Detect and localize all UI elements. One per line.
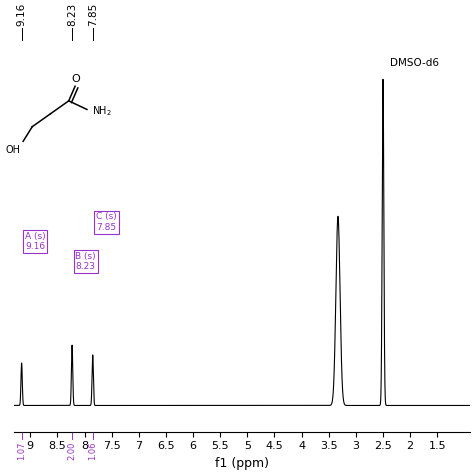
X-axis label: f1 (ppm): f1 (ppm)	[215, 457, 269, 470]
Text: 1.07: 1.07	[17, 441, 26, 460]
Text: 8.23: 8.23	[67, 3, 77, 27]
Text: 7.85: 7.85	[88, 3, 98, 27]
Text: 2.00: 2.00	[68, 441, 77, 460]
Text: C (s)
7.85: C (s) 7.85	[96, 212, 117, 232]
Text: 9.16: 9.16	[17, 3, 27, 27]
Text: 1.06: 1.06	[88, 441, 97, 460]
Text: A (s)
9.16: A (s) 9.16	[25, 232, 46, 251]
Text: DMSO-d6: DMSO-d6	[390, 57, 438, 68]
Text: B (s)
8.23: B (s) 8.23	[75, 252, 96, 271]
